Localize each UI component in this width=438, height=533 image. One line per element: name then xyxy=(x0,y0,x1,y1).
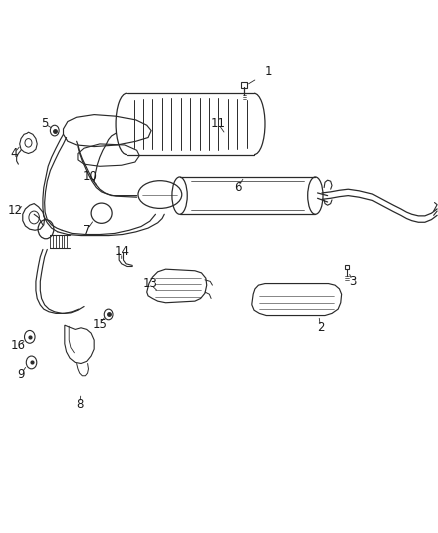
Text: 10: 10 xyxy=(82,171,97,184)
Text: 7: 7 xyxy=(83,222,92,237)
Text: 8: 8 xyxy=(76,396,83,410)
Text: 2: 2 xyxy=(317,318,325,334)
Text: 6: 6 xyxy=(233,179,243,194)
Text: 1: 1 xyxy=(248,66,272,84)
Text: 3: 3 xyxy=(349,274,356,288)
Text: 14: 14 xyxy=(114,245,129,259)
Text: 5: 5 xyxy=(41,117,51,130)
Text: 11: 11 xyxy=(211,117,226,132)
Text: 4: 4 xyxy=(10,147,19,160)
Text: 16: 16 xyxy=(11,339,26,352)
Text: 12: 12 xyxy=(8,204,23,217)
Text: 13: 13 xyxy=(142,277,157,290)
Text: 15: 15 xyxy=(92,318,107,330)
Text: 9: 9 xyxy=(17,367,25,381)
